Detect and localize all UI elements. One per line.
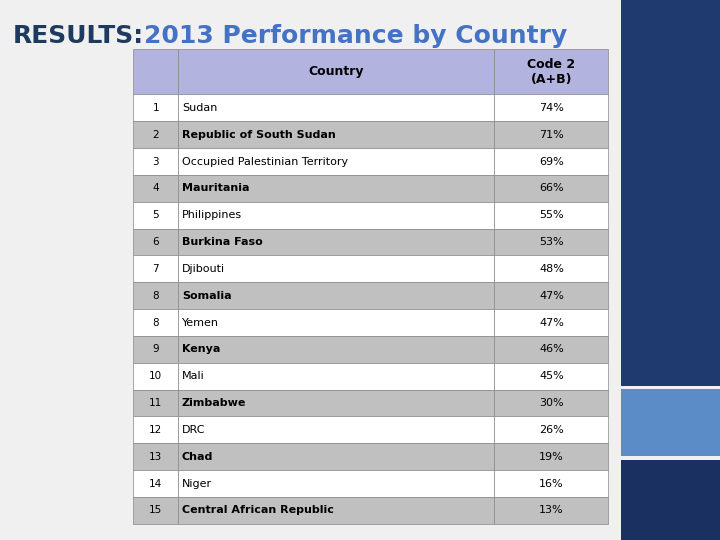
Text: Somalia: Somalia xyxy=(182,291,232,301)
Text: Kenya: Kenya xyxy=(182,345,220,354)
Text: 9: 9 xyxy=(153,345,159,354)
Text: 13%: 13% xyxy=(539,505,564,515)
Text: Republic of South Sudan: Republic of South Sudan xyxy=(182,130,336,140)
Text: RESULTS:: RESULTS: xyxy=(13,24,144,48)
Text: 2: 2 xyxy=(153,130,159,140)
Text: 74%: 74% xyxy=(539,103,564,113)
Text: 2013 Performance by Country: 2013 Performance by Country xyxy=(144,24,567,48)
Text: 55%: 55% xyxy=(539,210,564,220)
Text: 26%: 26% xyxy=(539,425,564,435)
Text: DRC: DRC xyxy=(182,425,205,435)
Text: Central African Republic: Central African Republic xyxy=(182,505,334,515)
Text: 47%: 47% xyxy=(539,318,564,328)
Text: 1: 1 xyxy=(153,103,159,113)
Text: 48%: 48% xyxy=(539,264,564,274)
Text: Zimbabwe: Zimbabwe xyxy=(182,398,246,408)
Text: 11: 11 xyxy=(149,398,163,408)
Text: Philippines: Philippines xyxy=(182,210,242,220)
Text: Mali: Mali xyxy=(182,371,204,381)
Text: 7: 7 xyxy=(153,264,159,274)
Text: Yemen: Yemen xyxy=(182,318,219,328)
Text: 13: 13 xyxy=(149,452,163,462)
Text: 45%: 45% xyxy=(539,371,564,381)
Text: 19%: 19% xyxy=(539,452,564,462)
Text: Sudan: Sudan xyxy=(182,103,217,113)
Text: Chad: Chad xyxy=(182,452,213,462)
Text: Country: Country xyxy=(309,65,364,78)
Text: 12: 12 xyxy=(149,425,163,435)
Text: 8: 8 xyxy=(153,318,159,328)
Text: 6: 6 xyxy=(153,237,159,247)
Text: 69%: 69% xyxy=(539,157,564,166)
Text: Mauritania: Mauritania xyxy=(182,184,249,193)
Text: 14: 14 xyxy=(149,478,163,489)
Text: 16%: 16% xyxy=(539,478,564,489)
Text: Niger: Niger xyxy=(182,478,212,489)
Text: Code 2
(A+B): Code 2 (A+B) xyxy=(527,58,575,85)
Text: 4: 4 xyxy=(153,184,159,193)
Text: 47%: 47% xyxy=(539,291,564,301)
Text: 8: 8 xyxy=(153,291,159,301)
Text: 5: 5 xyxy=(153,210,159,220)
Text: 30%: 30% xyxy=(539,398,564,408)
Text: 46%: 46% xyxy=(539,345,564,354)
Text: Djibouti: Djibouti xyxy=(182,264,225,274)
Text: 3: 3 xyxy=(153,157,159,166)
Text: Occupied Palestinian Territory: Occupied Palestinian Territory xyxy=(182,157,348,166)
Text: 15: 15 xyxy=(149,505,163,515)
Text: Burkina Faso: Burkina Faso xyxy=(182,237,263,247)
Text: 10: 10 xyxy=(149,371,162,381)
Text: 53%: 53% xyxy=(539,237,564,247)
Text: 71%: 71% xyxy=(539,130,564,140)
Text: 66%: 66% xyxy=(539,184,564,193)
